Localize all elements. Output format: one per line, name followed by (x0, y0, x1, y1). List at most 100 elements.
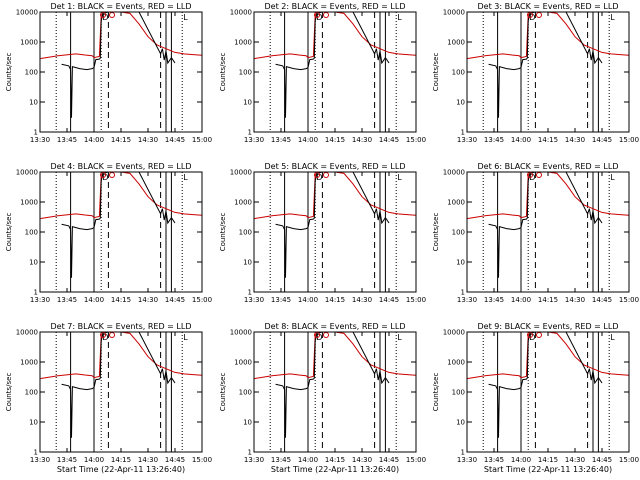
y-tick-label: 10000 (443, 9, 465, 17)
x-tick-label: 14:15 (325, 136, 345, 144)
chart-title: Det 5: BLACK = Events, RED = LLD (265, 162, 406, 171)
x-tick-label: 14:45 (165, 456, 185, 464)
marker-label: D (316, 173, 322, 182)
x-tick-label: 14:00 (84, 296, 104, 304)
y-tick-label: 1000 (447, 199, 465, 207)
y-tick-label: 10000 (16, 169, 38, 177)
events-series-line (488, 331, 603, 438)
x-tick-label: 14:30 (565, 296, 585, 304)
y-tick-label: 10000 (230, 329, 252, 337)
detector-panel-5: Det 5: BLACK = Events, RED = LLD Counts/s… (219, 162, 426, 304)
detector-panel-4: Det 4: BLACK = Events, RED = LLD Counts/s… (5, 162, 212, 304)
x-tick-label: 15:00 (619, 456, 639, 464)
y-tick-label: 100 (452, 69, 465, 77)
chart-title: Det 6: BLACK = Events, RED = LLD (478, 162, 619, 171)
x-tick-label: 15:00 (619, 136, 639, 144)
lld-circle-marker (323, 12, 329, 18)
x-tick-label: 14:00 (298, 136, 318, 144)
y-tick-label: 100 (239, 69, 252, 77)
x-tick-label: 14:30 (352, 456, 372, 464)
x-tick-label: 13:45 (57, 296, 77, 304)
plot-frame (39, 171, 203, 293)
x-tick-label: 14:45 (379, 296, 399, 304)
marker-label: D (316, 333, 322, 342)
lld-circle-marker (536, 332, 542, 338)
lld-circle-marker (109, 12, 115, 18)
x-tick-label: 13:30 (457, 296, 477, 304)
x-tick-label: 14:00 (298, 296, 318, 304)
x-tick-label: 13:30 (30, 456, 50, 464)
y-tick-label: 10 (29, 419, 38, 427)
y-tick-label: 1 (34, 289, 38, 297)
detector-panel-8: Det 8: BLACK = Events, RED = LLD Counts/s… (219, 322, 426, 474)
x-tick-label: 14:30 (352, 296, 372, 304)
y-tick-label: 100 (239, 389, 252, 397)
events-series-line (61, 171, 176, 278)
x-tick-label: 13:30 (244, 456, 264, 464)
y-tick-label: 1 (248, 129, 252, 137)
x-tick-label: 14:45 (592, 296, 612, 304)
x-tick-label: 14:15 (111, 136, 131, 144)
y-tick-label: 1 (34, 129, 38, 137)
x-tick-label: 14:15 (538, 136, 558, 144)
x-tick-label: 14:00 (511, 296, 531, 304)
x-tick-label: 14:45 (379, 136, 399, 144)
x-tick-label: 13:45 (271, 136, 291, 144)
y-tick-label: 100 (25, 389, 38, 397)
x-tick-label: 14:00 (84, 456, 104, 464)
lld-series-line (39, 11, 203, 60)
lld-circle-marker (109, 172, 115, 178)
x-tick-label: 14:00 (84, 136, 104, 144)
y-tick-label: 100 (25, 229, 38, 237)
chart-title: Det 1: BLACK = Events, RED = LLD (51, 2, 192, 11)
y-tick-label: 1000 (20, 39, 38, 47)
x-tick-label: 13:45 (271, 296, 291, 304)
marker-label: L (610, 333, 615, 342)
x-tick-label: 13:45 (484, 456, 504, 464)
chart-title: Det 3: BLACK = Events, RED = LLD (478, 2, 619, 11)
y-tick-label: 10 (29, 259, 38, 267)
events-series-line (275, 331, 390, 438)
lld-series-line (466, 11, 630, 60)
plot-frame (253, 171, 417, 293)
y-tick-label: 1000 (20, 199, 38, 207)
x-tick-label: 14:15 (111, 456, 131, 464)
y-tick-label: 1000 (234, 359, 252, 367)
y-tick-label: 10 (29, 99, 38, 107)
y-axis-label: Counts/sec (5, 373, 13, 412)
y-axis-label: Counts/sec (5, 53, 13, 92)
detector-panel-2: Det 2: BLACK = Events, RED = LLD Counts/s… (219, 2, 426, 144)
marker-label: D (316, 13, 322, 22)
y-tick-label: 10000 (443, 169, 465, 177)
x-tick-label: 14:30 (138, 456, 158, 464)
events-series-line (488, 171, 603, 278)
chart-title: Det 9: BLACK = Events, RED = LLD (478, 322, 619, 331)
x-tick-label: 15:00 (406, 136, 426, 144)
x-tick-label: 14:00 (511, 456, 531, 464)
y-tick-label: 1000 (447, 359, 465, 367)
x-tick-label: 13:30 (244, 136, 264, 144)
y-tick-label: 1 (248, 289, 252, 297)
x-tick-label: 13:45 (484, 136, 504, 144)
y-axis-label: Counts/sec (219, 53, 227, 92)
lld-series-line (253, 11, 417, 60)
y-tick-label: 10 (243, 99, 252, 107)
x-tick-label: 14:30 (138, 136, 158, 144)
y-axis-label: Counts/sec (432, 373, 440, 412)
marker-label: D (529, 173, 535, 182)
x-axis-label: Start Time (22-Apr-11 13:26:40) (57, 465, 185, 474)
chart-title: Det 8: BLACK = Events, RED = LLD (265, 322, 406, 331)
marker-label: D (529, 333, 535, 342)
y-tick-label: 10000 (443, 329, 465, 337)
y-tick-label: 1 (461, 129, 465, 137)
y-tick-label: 10 (456, 419, 465, 427)
y-tick-label: 1 (248, 449, 252, 457)
x-tick-label: 15:00 (192, 456, 212, 464)
x-tick-label: 14:30 (138, 296, 158, 304)
y-tick-label: 100 (452, 229, 465, 237)
marker-label: L (610, 13, 615, 22)
marker-label: D (102, 13, 108, 22)
plot-frame (466, 171, 630, 293)
lld-series-line (253, 171, 417, 220)
x-tick-label: 14:00 (511, 136, 531, 144)
